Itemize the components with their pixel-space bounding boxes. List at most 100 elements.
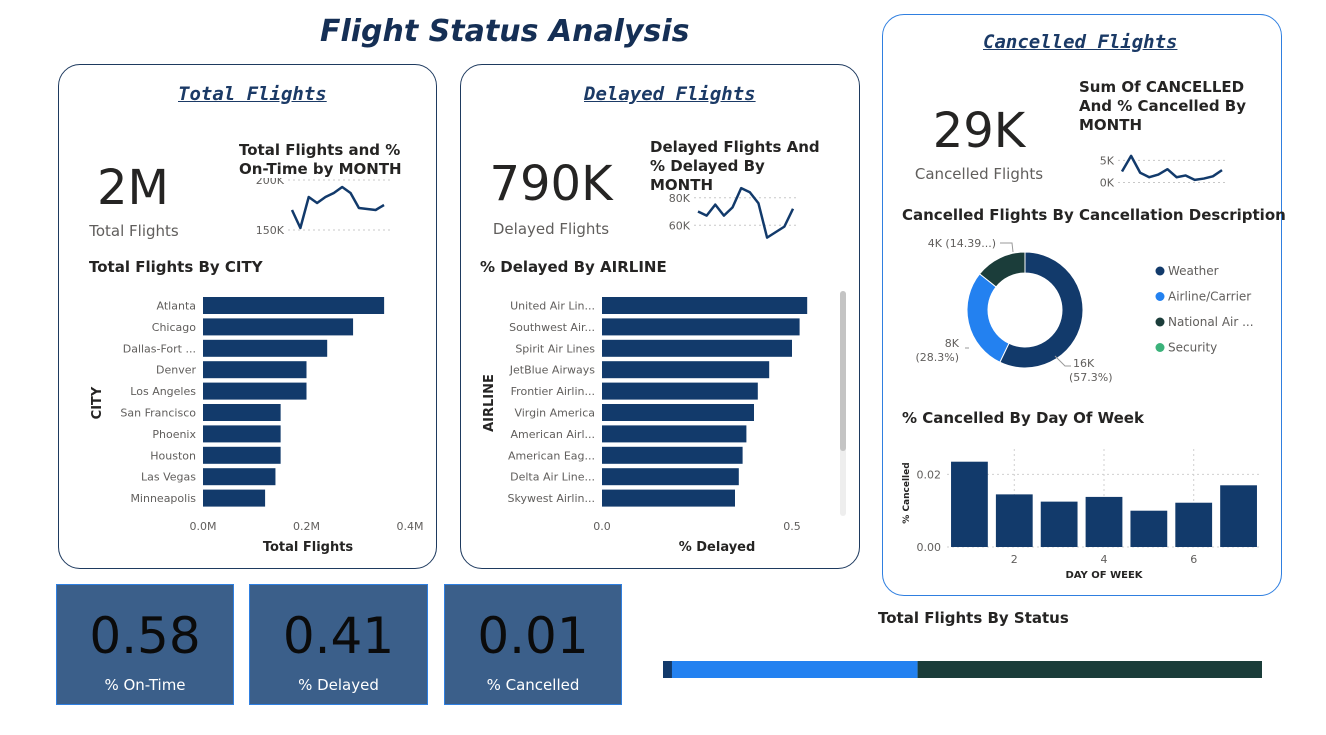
bar — [602, 318, 800, 336]
category-label: Denver — [156, 364, 196, 377]
kpi-cancelled-value: 0.01 — [477, 607, 589, 665]
bar — [602, 489, 735, 507]
delayed-flights-header: Delayed Flights — [584, 83, 756, 105]
total-flights-header: Total Flights — [178, 83, 327, 105]
donut-data-label: (28.3%) — [915, 351, 959, 364]
category-label: Virgin America — [514, 407, 595, 420]
kpi-on-time-label: % On-Time — [104, 676, 186, 694]
cancel-donut-chart: 16K(57.3%) 8K(28.3%) 4K (14.39...) Weather A… — [915, 237, 1254, 384]
category-label: Dallas-Fort ... — [123, 342, 196, 355]
category-label: Frontier Airlin... — [511, 385, 595, 398]
category-label: American Airl... — [511, 428, 596, 441]
status-bar-title: Total Flights By Status — [878, 609, 1069, 627]
legend-marker — [1155, 317, 1165, 327]
legend-label: Weather — [1168, 264, 1219, 278]
bar — [602, 446, 743, 464]
donut-data-label: (57.3%) — [1069, 371, 1113, 384]
bar — [203, 318, 354, 336]
y-axis-title: % Cancelled — [902, 462, 912, 523]
page-title: Flight Status Analysis — [320, 14, 690, 49]
spark-line — [290, 185, 385, 230]
category-label: Southwest Air... — [509, 321, 595, 334]
legend-label: Airline/Carrier — [1168, 290, 1251, 304]
bar — [602, 468, 739, 486]
total-flights-value: 2M — [97, 160, 169, 216]
bar — [602, 425, 747, 443]
dow-bar-chart: 0.00 0.02 2 4 6 DAY OF WEEK % Cancelled — [902, 449, 1261, 581]
y-tick-label: 0.00 — [917, 541, 942, 554]
category-label: JetBlue Airways — [509, 364, 596, 377]
scrollbar-thumb — [840, 291, 846, 451]
category-label: Phoenix — [152, 428, 196, 441]
category-label: Minneapolis — [130, 492, 196, 505]
x-tick-label: 0.5 — [783, 520, 801, 533]
donut-data-label: 16K — [1073, 357, 1095, 370]
donut-data-label: 4K (14.39...) — [928, 237, 996, 250]
bar — [602, 404, 754, 421]
legend-marker — [1155, 266, 1165, 276]
airline-bar-chart: United Air Lin... Southwest Air... Spirit … — [482, 291, 846, 555]
y-axis-title: CITY — [90, 386, 105, 419]
legend-label: Security — [1168, 341, 1217, 355]
y-axis-title: AIRLINE — [482, 374, 497, 432]
delayed-spark-chart: 80K 60K — [669, 186, 799, 239]
kpi-on-time-value: 0.58 — [89, 607, 201, 665]
bar — [203, 361, 307, 379]
category-label: Chicago — [152, 321, 196, 334]
status-segment — [671, 661, 918, 678]
total-spark-chart: 200K 150K — [256, 178, 390, 237]
total-flights-label: Total Flights — [89, 222, 179, 240]
kpi-on-time-card: 0.58 % On-Time — [56, 584, 234, 705]
legend-marker — [1155, 292, 1165, 301]
donut-slice — [978, 251, 1026, 288]
column-bar — [951, 461, 988, 547]
cancel-spark-chart: 5K 0K — [1100, 154, 1228, 190]
x-tick-label: 6 — [1190, 553, 1197, 566]
category-label: Delta Air Line... — [510, 471, 595, 484]
x-tick-label: 0.4M — [397, 520, 424, 533]
donut-title: Cancelled Flights By Cancellation Descri… — [902, 206, 1286, 224]
column-bar — [1040, 501, 1078, 547]
x-tick-label: 0.0M — [190, 520, 217, 533]
bar — [203, 404, 281, 421]
x-axis-title: Total Flights — [263, 540, 354, 555]
bar — [203, 425, 281, 443]
cancelled-flights-value: 29K — [932, 103, 1026, 159]
x-tick-label: 4 — [1101, 553, 1108, 566]
category-label: Las Vegas — [141, 471, 196, 484]
x-tick-label: 0.2M — [293, 520, 320, 533]
column-bar — [1175, 502, 1213, 547]
dow-bar-title: % Cancelled By Day Of Week — [902, 409, 1144, 427]
category-label: Atlanta — [157, 300, 196, 313]
spark-tick-label: 0K — [1100, 177, 1115, 190]
delayed-flights-value: 790K — [489, 156, 613, 212]
category-label: San Francisco — [120, 407, 196, 420]
spark-tick-label: 150K — [256, 224, 285, 237]
kpi-delayed-label: % Delayed — [298, 676, 379, 694]
city-bar-title: Total Flights By CITY — [89, 258, 263, 276]
status-segment — [663, 661, 672, 678]
legend-label: National Air ... — [1168, 315, 1254, 329]
donut-leader-line — [1054, 355, 1071, 367]
delayed-spark-title: Delayed Flights And % Delayed By MONTH — [650, 138, 820, 194]
spark-tick-label: 60K — [669, 219, 691, 232]
bar — [203, 382, 307, 400]
bar — [602, 361, 770, 379]
cancel-spark-title: Sum Of CANCELLED And % Cancelled By MONT… — [1079, 78, 1246, 134]
spark-tick-label: 5K — [1100, 154, 1115, 167]
city-bar-chart: Atlanta Chicago Dallas-Fort ... Denver Los A… — [90, 297, 424, 555]
bar — [602, 382, 758, 400]
bar — [203, 468, 276, 486]
column-bar — [1085, 496, 1123, 547]
category-label: United Air Lin... — [510, 300, 595, 313]
cancelled-flights-header: Cancelled Flights — [983, 31, 1178, 53]
spark-tick-label: 80K — [669, 192, 691, 205]
status-bar-chart — [663, 661, 1262, 678]
x-tick-label: 0.0 — [593, 520, 611, 533]
donut-slice — [966, 273, 1010, 363]
donut-slice — [999, 251, 1084, 369]
column-bar — [1130, 510, 1168, 547]
status-segment — [917, 661, 1262, 678]
spark-line — [697, 186, 795, 239]
bar — [203, 339, 328, 357]
